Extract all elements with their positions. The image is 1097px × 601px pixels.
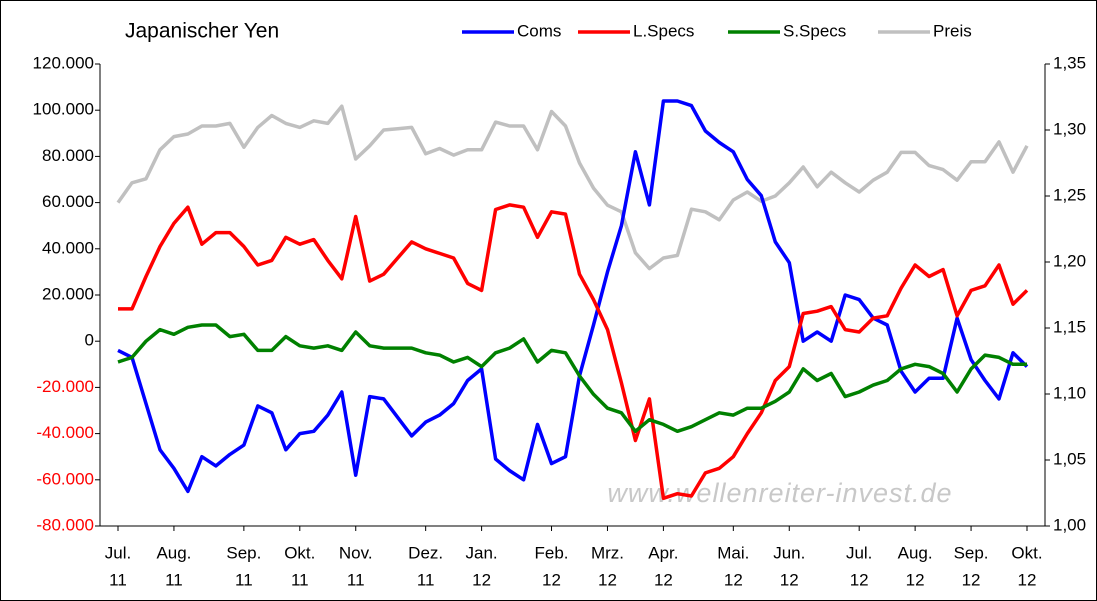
x-tick-label: 12 xyxy=(850,570,869,589)
x-tick-label: Jan. xyxy=(466,543,498,562)
y2-tick-label: 1,00 xyxy=(1053,515,1086,534)
x-tick-label: 12 xyxy=(962,570,981,589)
x-tick-label: 11 xyxy=(165,570,183,589)
x-tick-label: 12 xyxy=(1018,570,1037,589)
x-tick-label: Nov. xyxy=(339,543,373,562)
x-tick-label: 11 xyxy=(235,570,253,589)
y2-tick-label: 1,05 xyxy=(1053,449,1086,468)
legend-label: S.Specs xyxy=(783,21,846,40)
y-tick-label: 120.000 xyxy=(33,53,94,72)
x-tick-label: Apr. xyxy=(648,543,678,562)
chart-title: Japanischer Yen xyxy=(125,20,279,43)
y-tick-label: -20.000 xyxy=(36,377,94,396)
x-tick-label: Jun. xyxy=(773,543,805,562)
y2-tick-label: 1,10 xyxy=(1053,383,1086,402)
legend-label: Preis xyxy=(933,21,972,40)
x-tick-label: Okt. xyxy=(284,543,315,562)
y2-tick-label: 1,25 xyxy=(1053,185,1086,204)
x-tick-label: 12 xyxy=(472,570,491,589)
y-tick-label: 80.000 xyxy=(42,146,94,165)
series-line xyxy=(117,323,1027,434)
x-tick-label: 12 xyxy=(598,570,617,589)
watermark: www.wellenreiter-invest.de xyxy=(607,478,952,508)
y2-tick-label: 1,15 xyxy=(1053,317,1086,336)
x-tick-label: Okt. xyxy=(1011,543,1042,562)
y-tick-label: 40.000 xyxy=(42,238,94,257)
series-line xyxy=(116,104,1029,271)
legend-label: L.Specs xyxy=(633,21,694,40)
x-tick-label: Dez. xyxy=(408,543,443,562)
x-tick-label: Jul. xyxy=(105,543,131,562)
x-tick-label: Sep. xyxy=(226,543,261,562)
x-tick-label: 12 xyxy=(780,570,799,589)
x-tick-label: 12 xyxy=(542,570,561,589)
series-line xyxy=(118,203,1029,501)
y-tick-label: 0 xyxy=(85,331,94,350)
x-tick-label: Jul. xyxy=(846,543,872,562)
x-tick-label: 11 xyxy=(347,570,365,589)
y2-tick-label: 1,35 xyxy=(1053,53,1086,72)
x-tick-label: Mai. xyxy=(717,543,749,562)
legend-label: Coms xyxy=(517,21,561,40)
y-tick-label: 60.000 xyxy=(42,192,94,211)
y-tick-label: 100.000 xyxy=(33,100,94,119)
x-tick-label: Aug. xyxy=(898,543,933,562)
x-tick-label: 12 xyxy=(724,570,743,589)
y-tick-label: 20.000 xyxy=(42,284,94,303)
x-tick-label: 11 xyxy=(417,570,435,589)
x-tick-label: Mrz. xyxy=(591,543,624,562)
y-tick-label: -80.000 xyxy=(36,515,94,534)
x-tick-label: Feb. xyxy=(535,543,569,562)
y-tick-label: -60.000 xyxy=(36,469,94,488)
x-tick-label: Sep. xyxy=(954,543,989,562)
x-tick-label: 11 xyxy=(109,570,127,589)
x-tick-label: Aug. xyxy=(156,543,191,562)
y2-tick-label: 1,20 xyxy=(1053,251,1086,270)
x-tick-label: 12 xyxy=(906,570,925,589)
y2-tick-label: 1,30 xyxy=(1053,119,1086,138)
y-tick-label: -40.000 xyxy=(36,423,94,442)
x-tick-label: 12 xyxy=(654,570,673,589)
x-tick-label: 11 xyxy=(291,570,309,589)
